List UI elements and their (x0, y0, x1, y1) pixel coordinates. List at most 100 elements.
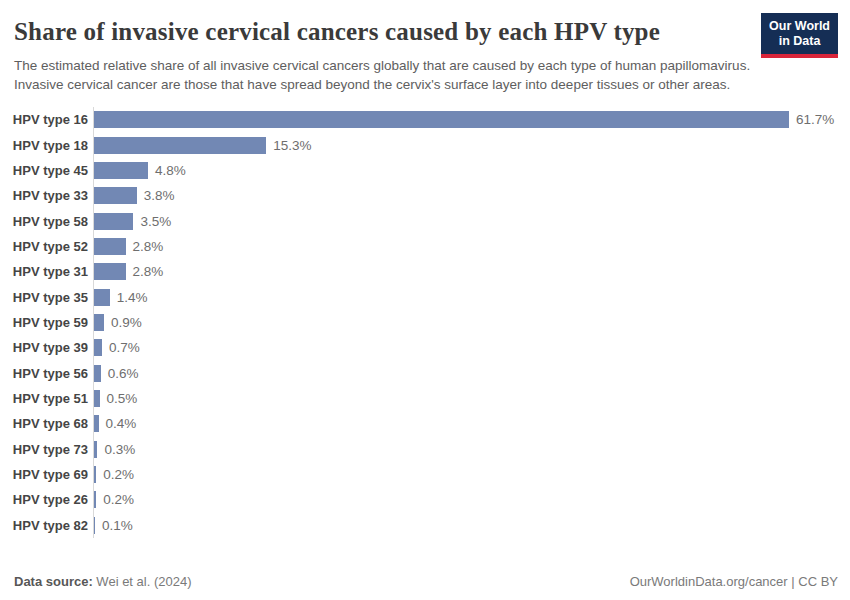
bar-row: HPV type 52 2.8% (0, 234, 850, 259)
bar-row: HPV type 58 3.5% (0, 208, 850, 233)
plot-area: 0.2% (93, 462, 850, 487)
plot-area: 15.3% (93, 132, 850, 157)
plot-area: 2.8% (93, 259, 850, 284)
bar-row: HPV type 51 0.5% (0, 386, 850, 411)
footer-separator: | (788, 574, 799, 589)
category-label: HPV type 51 (6, 391, 93, 406)
category-label: HPV type 31 (6, 264, 93, 279)
footer-right: OurWorldinData.org/cancer | CC BY (630, 574, 838, 589)
value-label: 0.4% (106, 416, 137, 431)
plot-area: 0.6% (93, 361, 850, 386)
plot-area: 0.3% (93, 437, 850, 462)
bar-row: HPV type 68 0.4% (0, 411, 850, 436)
data-source-value: Wei et al. (2024) (93, 574, 192, 589)
value-label: 4.8% (155, 163, 186, 178)
bar-row: HPV type 18 15.3% (0, 132, 850, 157)
bar[interactable] (94, 263, 126, 280)
value-label: 1.4% (117, 290, 148, 305)
chart-footer: Data source: Wei et al. (2024) OurWorldi… (14, 574, 838, 589)
category-label: HPV type 59 (6, 315, 93, 330)
bar-row: HPV type 56 0.6% (0, 361, 850, 386)
data-source: Data source: Wei et al. (2024) (14, 574, 192, 589)
bar-row: HPV type 35 1.4% (0, 284, 850, 309)
bar[interactable] (94, 365, 101, 382)
bar-row: HPV type 33 3.8% (0, 183, 850, 208)
bar[interactable] (94, 491, 96, 508)
category-label: HPV type 56 (6, 366, 93, 381)
plot-area: 0.7% (93, 335, 850, 360)
bar[interactable] (94, 339, 102, 356)
owid-logo-line2: in Data (769, 34, 830, 49)
category-label: HPV type 33 (6, 188, 93, 203)
owid-chart-page: Share of invasive cervical cancers cause… (0, 0, 850, 600)
plot-area: 0.5% (93, 386, 850, 411)
category-label: HPV type 39 (6, 340, 93, 355)
category-label: HPV type 69 (6, 467, 93, 482)
value-label: 61.7% (796, 112, 834, 127)
category-label: HPV type 26 (6, 492, 93, 507)
bar[interactable] (94, 466, 96, 483)
bar-chart: HPV type 1661.7%HPV type 1815.3%HPV type… (0, 107, 850, 538)
bar-row: HPV type 45 4.8% (0, 158, 850, 183)
value-label: 15.3% (273, 138, 311, 153)
category-label: HPV type 73 (6, 442, 93, 457)
bar[interactable] (94, 213, 133, 230)
plot-area: 0.1% (93, 513, 850, 538)
category-label: HPV type 18 (6, 138, 93, 153)
plot-area: 61.7% (93, 107, 850, 132)
value-label: 0.6% (108, 366, 139, 381)
value-label: 2.8% (133, 239, 164, 254)
bar[interactable] (94, 137, 266, 154)
bar[interactable] (94, 187, 137, 204)
owid-logo[interactable]: Our World in Data (761, 13, 838, 58)
bar[interactable] (94, 111, 789, 128)
category-label: HPV type 58 (6, 214, 93, 229)
chart-subtitle: The estimated relative share of all inva… (14, 56, 756, 94)
bar[interactable] (94, 314, 104, 331)
chart-title: Share of invasive cervical cancers cause… (14, 18, 759, 47)
category-label: HPV type 82 (6, 518, 93, 533)
bar-row: HPV type 39 0.7% (0, 335, 850, 360)
category-label: HPV type 52 (6, 239, 93, 254)
bar-row: HPV type 73 0.3% (0, 437, 850, 462)
bar[interactable] (94, 415, 99, 432)
bar[interactable] (94, 238, 126, 255)
value-label: 0.7% (109, 340, 140, 355)
category-label: HPV type 68 (6, 416, 93, 431)
category-label: HPV type 45 (6, 163, 93, 178)
plot-area: 3.8% (93, 183, 850, 208)
plot-area: 4.8% (93, 158, 850, 183)
bar-row: HPV type 26 0.2% (0, 487, 850, 512)
bar[interactable] (94, 162, 148, 179)
bar-row: HPV type 82 0.1% (0, 513, 850, 538)
bar[interactable] (94, 441, 97, 458)
value-label: 0.3% (104, 442, 135, 457)
category-label: HPV type 16 (6, 112, 93, 127)
bar-row: HPV type 16 61.7% (0, 107, 850, 132)
value-label: 2.8% (133, 264, 164, 279)
value-label: 0.9% (111, 315, 142, 330)
license-badge: CC BY (798, 574, 838, 589)
bar[interactable] (94, 289, 110, 306)
value-label: 0.2% (103, 467, 134, 482)
value-label: 0.5% (107, 391, 138, 406)
bar[interactable] (94, 517, 95, 534)
data-source-label: Data source: (14, 574, 93, 589)
owid-url-link[interactable]: OurWorldinData.org/cancer (630, 574, 788, 589)
value-label: 3.8% (144, 188, 175, 203)
bar[interactable] (94, 390, 100, 407)
value-label: 3.5% (140, 214, 171, 229)
plot-area: 0.2% (93, 487, 850, 512)
plot-area: 3.5% (93, 208, 850, 233)
plot-area: 0.4% (93, 411, 850, 436)
value-label: 0.1% (102, 518, 133, 533)
plot-area: 0.9% (93, 310, 850, 335)
plot-area: 2.8% (93, 234, 850, 259)
category-label: HPV type 35 (6, 290, 93, 305)
plot-area: 1.4% (93, 284, 850, 309)
bar-row: HPV type 69 0.2% (0, 462, 850, 487)
value-label: 0.2% (103, 492, 134, 507)
bar-row: HPV type 59 0.9% (0, 310, 850, 335)
bar-row: HPV type 31 2.8% (0, 259, 850, 284)
owid-logo-line1: Our World (769, 19, 830, 34)
